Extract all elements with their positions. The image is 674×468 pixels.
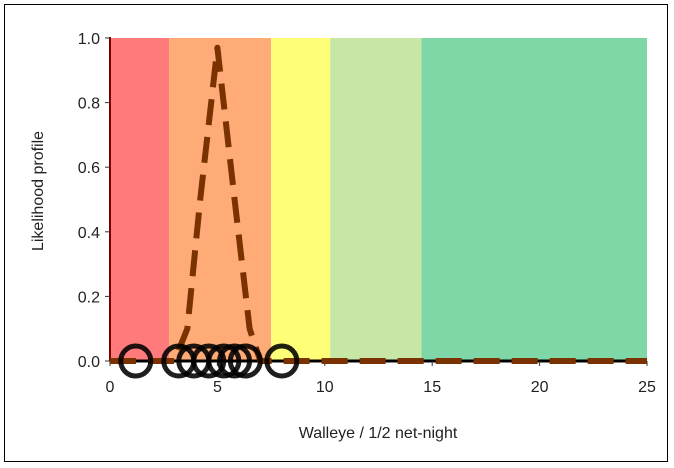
y-tick-label-4: 0.8	[78, 96, 100, 113]
y-axis: 0.0 0.2 0.4 0.6 0.8 1.0	[78, 31, 111, 371]
x-axis-title: Walleye / 1/2 net-night	[299, 425, 458, 442]
observation-point-3	[191, 343, 227, 379]
y-tick-label-3: 0.6	[78, 160, 100, 177]
category-bands	[110, 38, 647, 361]
band-3	[330, 38, 422, 361]
y-tick-label-1: 0.2	[78, 289, 100, 306]
dashed-profile-line	[110, 44, 647, 364]
chart-frame: 0.0 0.2 0.4 0.6 0.8 1.0 0 5 10 15 20 25 Walleye / …	[4, 4, 668, 462]
y-tick-label-5: 1.0	[78, 31, 100, 48]
observation-point-0	[118, 343, 154, 379]
observation-point-7	[264, 343, 300, 379]
likelihood-chart: 0.0 0.2 0.4 0.6 0.8 1.0 0 5 10 15 20 25 Walleye / …	[30, 31, 656, 442]
x-tick-label-3: 15	[423, 379, 441, 396]
observation-point-6	[227, 343, 263, 379]
series-layer	[110, 44, 647, 379]
x-tick-label-4: 20	[531, 379, 549, 396]
y-axis-title: Likelihood profile	[30, 131, 47, 251]
x-tick-label-1: 5	[213, 379, 222, 396]
x-tick-label-0: 0	[106, 379, 115, 396]
band-4	[421, 38, 647, 361]
band-0	[110, 38, 170, 361]
x-axis: 0 5 10 15 20 25	[106, 359, 656, 396]
band-2	[271, 38, 331, 361]
observation-point-5	[217, 343, 253, 379]
y-tick-label-0: 0.0	[78, 354, 100, 371]
x-tick-label-5: 25	[638, 379, 656, 396]
x-tick-label-2: 10	[316, 379, 334, 396]
y-tick-label-2: 0.4	[78, 225, 100, 242]
observation-point-4	[206, 343, 242, 379]
